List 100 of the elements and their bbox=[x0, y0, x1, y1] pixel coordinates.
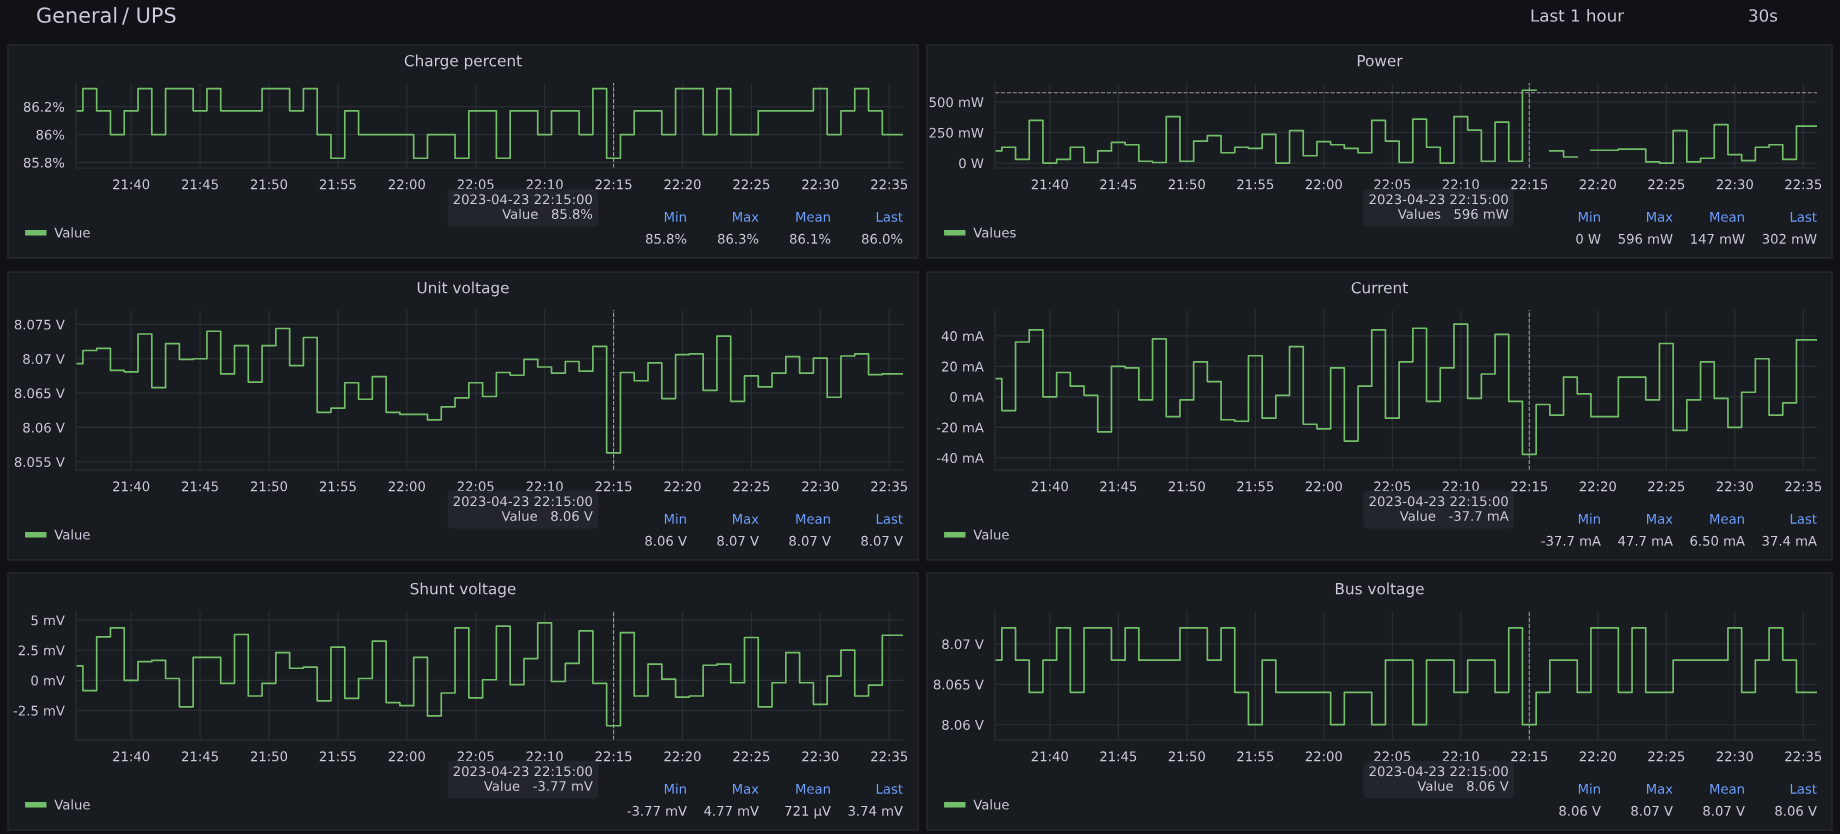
x-tick-label: 22:35 bbox=[1785, 179, 1822, 190]
text: Min bbox=[1578, 211, 1600, 222]
text: 2023-04-23 22:15:00 Value 8.06 V bbox=[453, 496, 593, 521]
x-tick-label: 21:50 bbox=[250, 481, 288, 492]
text: 2023-04-23 22:15:00 Value -37.7 mA bbox=[1369, 496, 1509, 521]
x-tick-label: 21:45 bbox=[1100, 481, 1137, 492]
chart-title: Power bbox=[1357, 55, 1403, 67]
legend-label: Value bbox=[973, 799, 1009, 810]
text: 47.7 mA bbox=[1618, 536, 1673, 546]
x-tick-label: 22:10 bbox=[526, 751, 563, 762]
text: 0 W bbox=[1576, 233, 1601, 244]
y-tick-label: 500 mW bbox=[929, 97, 984, 108]
x-tick-label: 22:35 bbox=[871, 481, 908, 492]
legend-label: Values bbox=[973, 227, 1016, 238]
text: 86.3% bbox=[717, 233, 759, 244]
text: Max bbox=[1647, 212, 1673, 222]
y-tick-label: 8.065 V bbox=[933, 679, 984, 690]
x-tick-label: 22:25 bbox=[733, 481, 770, 492]
text: 37.4 mA bbox=[1762, 535, 1817, 546]
text: Min bbox=[1578, 513, 1600, 524]
text: 596 mW bbox=[1618, 233, 1673, 244]
x-tick-label: 22:00 bbox=[388, 481, 425, 492]
x-tick-label: 21:50 bbox=[250, 179, 288, 190]
x-tick-label: 22:20 bbox=[664, 481, 701, 492]
x-tick-label: 22:05 bbox=[1374, 179, 1411, 190]
y-tick-label: 40 mA bbox=[941, 331, 984, 342]
x-tick-label: 21:40 bbox=[1031, 481, 1068, 492]
text: 8.07 V bbox=[1631, 805, 1673, 816]
x-tick-label: 21:40 bbox=[113, 481, 150, 492]
text: 8.07 V bbox=[789, 535, 831, 546]
x-tick-label: 22:00 bbox=[1305, 751, 1342, 762]
text: 2023-04-23 22:15:00 Value 85.8% bbox=[453, 194, 593, 219]
x-tick-label: 21:45 bbox=[1100, 751, 1137, 762]
x-tick-label: 22:10 bbox=[526, 179, 563, 190]
x-tick-label: 22:25 bbox=[1648, 751, 1685, 762]
x-tick-label: 22:05 bbox=[1374, 481, 1411, 492]
text: Min bbox=[1578, 783, 1600, 794]
x-tick-label: 21:50 bbox=[1168, 179, 1205, 190]
y-tick-label: 2.5 mV bbox=[18, 645, 65, 656]
text: Mean bbox=[1710, 784, 1744, 794]
text: -3.77 mV bbox=[627, 805, 687, 816]
y-tick-label: 20 mA bbox=[941, 361, 984, 372]
x-tick-label: 22:15 bbox=[595, 481, 632, 492]
x-tick-label: 22:35 bbox=[871, 179, 908, 190]
text: Mean bbox=[796, 212, 830, 222]
x-tick-label: 21:45 bbox=[182, 481, 218, 492]
text: Mean bbox=[1710, 212, 1744, 222]
text: Min bbox=[664, 513, 686, 524]
x-tick-label: 21:55 bbox=[1237, 481, 1274, 492]
text: Mean bbox=[1710, 514, 1744, 524]
text: Last 1 hour bbox=[1531, 8, 1625, 22]
x-tick-label: 22:20 bbox=[1579, 179, 1616, 190]
x-tick-label: 22:30 bbox=[802, 481, 839, 492]
text: General bbox=[37, 6, 117, 24]
x-tick-label: 21:45 bbox=[182, 751, 218, 762]
chart-title: Current bbox=[1351, 281, 1408, 294]
y-tick-label: 8.055 V bbox=[14, 456, 65, 467]
text: 85.8% bbox=[645, 233, 687, 244]
text: 147 mW bbox=[1691, 234, 1745, 244]
y-tick-label: 8.07 V bbox=[942, 639, 984, 650]
text: 6.50 mA bbox=[1690, 535, 1745, 546]
x-tick-label: 22:35 bbox=[1785, 751, 1822, 762]
x-tick-label: 21:40 bbox=[1031, 751, 1068, 762]
x-tick-label: 22:20 bbox=[664, 751, 701, 762]
legend-label: Value bbox=[54, 799, 90, 810]
text: Max bbox=[733, 212, 759, 222]
text: 30s bbox=[1749, 9, 1778, 22]
x-tick-label: 22:00 bbox=[1305, 179, 1342, 190]
x-tick-label: 22:05 bbox=[457, 481, 494, 492]
text: 8.07 V bbox=[717, 535, 759, 546]
text: Min bbox=[664, 211, 686, 222]
y-tick-label: -20 mA bbox=[936, 422, 984, 433]
text: 2023-04-23 22:15:00 Value 8.06 V bbox=[1369, 766, 1509, 791]
text: 8.06 V bbox=[1559, 805, 1601, 816]
text: Last bbox=[876, 514, 903, 524]
text: 721 µV bbox=[785, 805, 831, 819]
y-tick-label: 8.075 V bbox=[14, 319, 65, 330]
text: 2023-04-23 22:15:00 Value -3.77 mV bbox=[453, 766, 593, 791]
x-tick-label: 22:15 bbox=[595, 751, 632, 762]
x-tick-label: 22:20 bbox=[1579, 481, 1616, 492]
text: Last bbox=[1790, 514, 1817, 524]
text: 8.07 V bbox=[861, 535, 903, 546]
x-tick-label: 22:25 bbox=[733, 179, 770, 190]
text: 8.07 V bbox=[1703, 805, 1745, 816]
x-tick-label: 22:10 bbox=[1442, 179, 1479, 190]
x-tick-label: 21:50 bbox=[1168, 751, 1205, 762]
text: Mean bbox=[796, 784, 830, 794]
y-tick-label: 5 mV bbox=[31, 615, 65, 626]
x-tick-label: 22:00 bbox=[388, 751, 425, 762]
text: Last bbox=[1790, 784, 1817, 794]
x-tick-label: 21:50 bbox=[250, 751, 288, 762]
y-tick-label: 250 mW bbox=[929, 127, 984, 138]
x-tick-label: 22:25 bbox=[733, 751, 770, 762]
x-tick-label: 22:00 bbox=[388, 179, 425, 190]
x-tick-label: 22:10 bbox=[526, 481, 563, 492]
y-tick-label: 0 mA bbox=[950, 392, 984, 403]
x-tick-label: 21:50 bbox=[1168, 481, 1205, 492]
legend-label: Value bbox=[973, 529, 1009, 540]
y-tick-label: 85.8% bbox=[23, 157, 65, 168]
x-tick-label: 22:35 bbox=[1785, 481, 1822, 492]
